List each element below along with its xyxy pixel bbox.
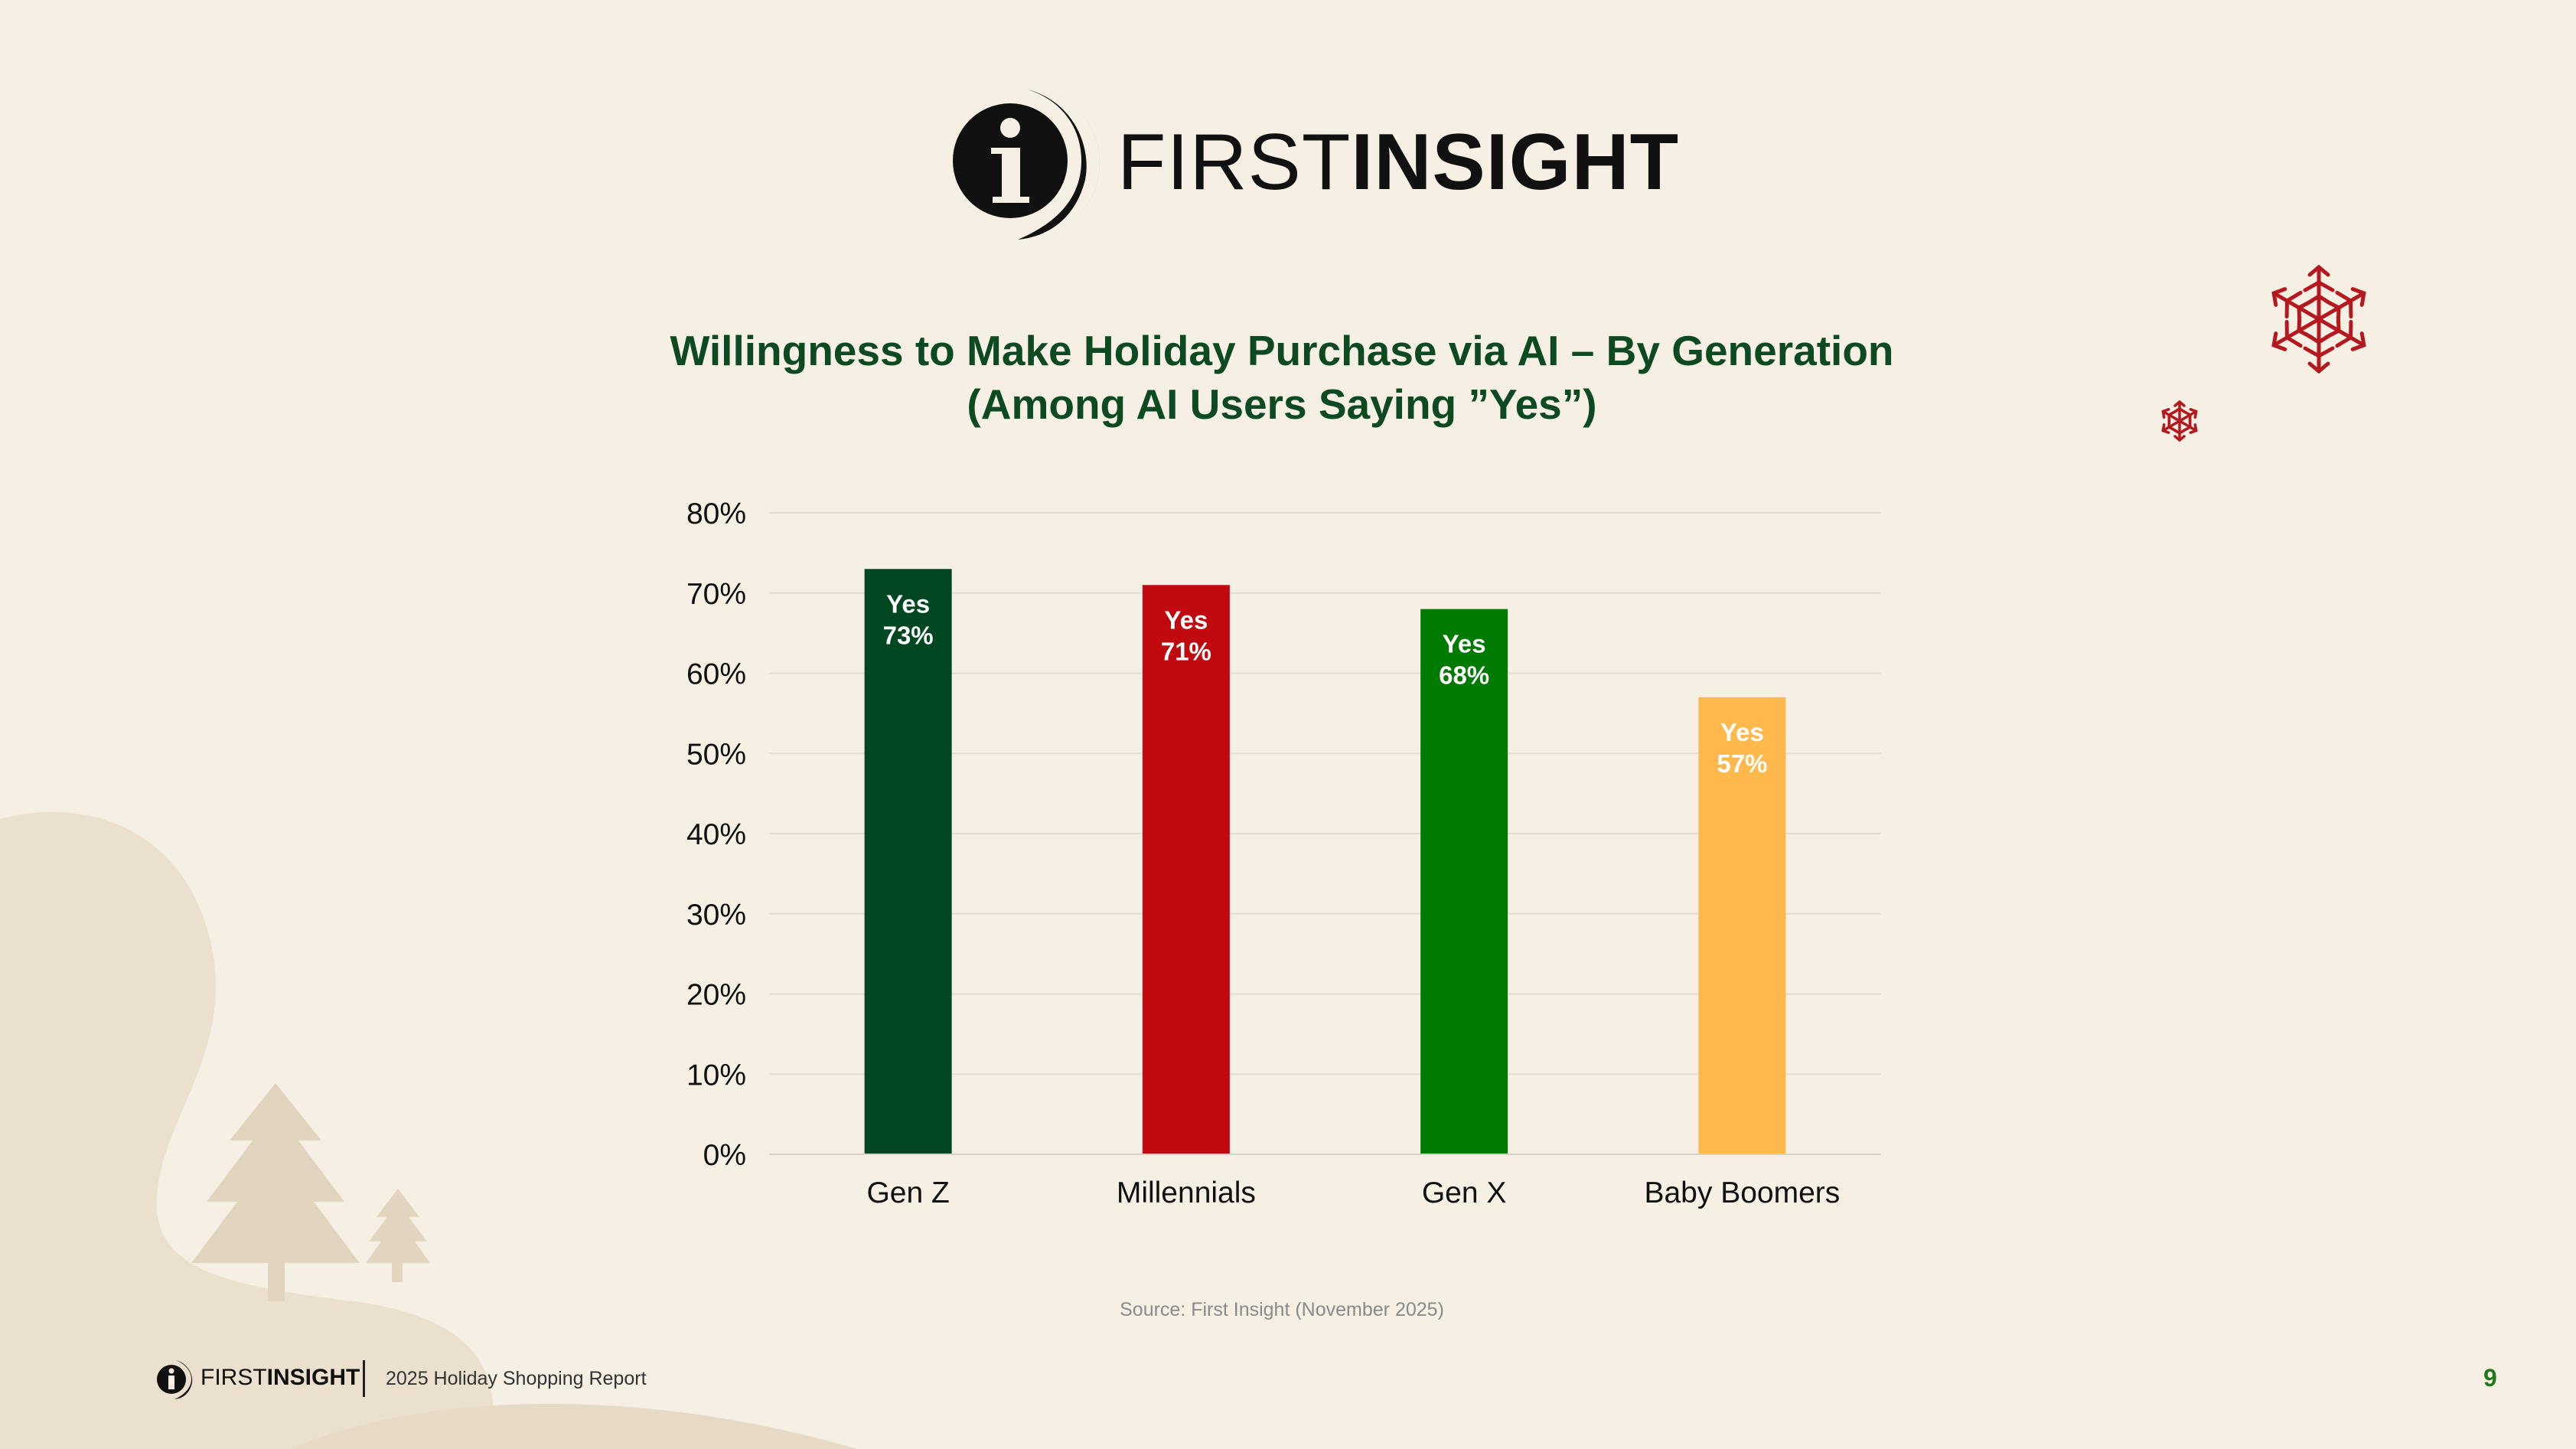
footer-logo-first: FIRST xyxy=(201,1365,267,1390)
y-tick-label: 10% xyxy=(686,1059,746,1092)
x-tick-label: Baby Boomers xyxy=(1644,1176,1840,1209)
footer-logo: FIRSTINSIGHT xyxy=(153,1358,360,1400)
bar-value-label: 57% xyxy=(1717,749,1767,778)
y-tick-label: 70% xyxy=(686,578,746,611)
snowflake-small-icon xyxy=(2158,400,2201,442)
snowflake-large-icon xyxy=(2267,264,2371,371)
chart-title: Willingness to Make Holiday Purchase via… xyxy=(536,324,2028,431)
chart-title-line1: Willingness to Make Holiday Purchase via… xyxy=(670,327,1894,374)
bar xyxy=(1142,585,1230,1154)
y-tick-label: 80% xyxy=(686,498,746,530)
bar-label: Yes xyxy=(1443,630,1486,658)
chart-title-line2: (Among AI Users Saying ”Yes”) xyxy=(967,380,1597,428)
logo-text-first: FIRST xyxy=(1117,118,1352,207)
x-tick-label: Gen X xyxy=(1422,1176,1507,1209)
footer-logo-mark-icon xyxy=(157,1360,193,1399)
y-tick-label: 20% xyxy=(686,979,746,1012)
tree-large-icon xyxy=(191,1083,360,1301)
footer-logo-insight: INSIGHT xyxy=(266,1365,360,1390)
bar xyxy=(1420,609,1508,1154)
footer-divider xyxy=(363,1360,365,1397)
decor-blob xyxy=(0,811,494,1449)
bar-label: Yes xyxy=(1720,718,1764,746)
bar-value-label: 73% xyxy=(883,621,934,649)
y-tick-label: 40% xyxy=(686,818,746,851)
bar-value-label: 68% xyxy=(1439,661,1489,690)
tree-small-icon xyxy=(366,1189,430,1282)
y-tick-label: 30% xyxy=(686,899,746,932)
y-tick-label: 0% xyxy=(703,1139,746,1172)
bar xyxy=(864,569,952,1154)
y-tick-label: 50% xyxy=(686,738,746,771)
decor-hill xyxy=(291,1403,857,1449)
footer-wordmark: FIRSTINSIGHT xyxy=(201,1364,360,1392)
source-note: Source: First Insight (November 2025) xyxy=(1120,1299,1444,1320)
bar xyxy=(1698,697,1786,1154)
bar-label: Yes xyxy=(1164,605,1208,634)
y-tick-label: 60% xyxy=(686,658,746,691)
x-tick-label: Gen Z xyxy=(866,1176,949,1209)
bar-value-label: 71% xyxy=(1161,637,1211,665)
page-number: 9 xyxy=(2483,1364,2497,1392)
brand-logo: FIRSTINSIGHT xyxy=(937,80,1678,245)
x-tick-label: Millennials xyxy=(1117,1176,1256,1209)
logo-mark-icon xyxy=(953,86,1100,240)
logo-text-insight: INSIGHT xyxy=(1351,118,1680,207)
logo-wordmark: FIRSTINSIGHT xyxy=(1117,119,1679,207)
bar-label: Yes xyxy=(886,589,930,618)
report-title: 2025 Holiday Shopping Report xyxy=(386,1368,647,1389)
